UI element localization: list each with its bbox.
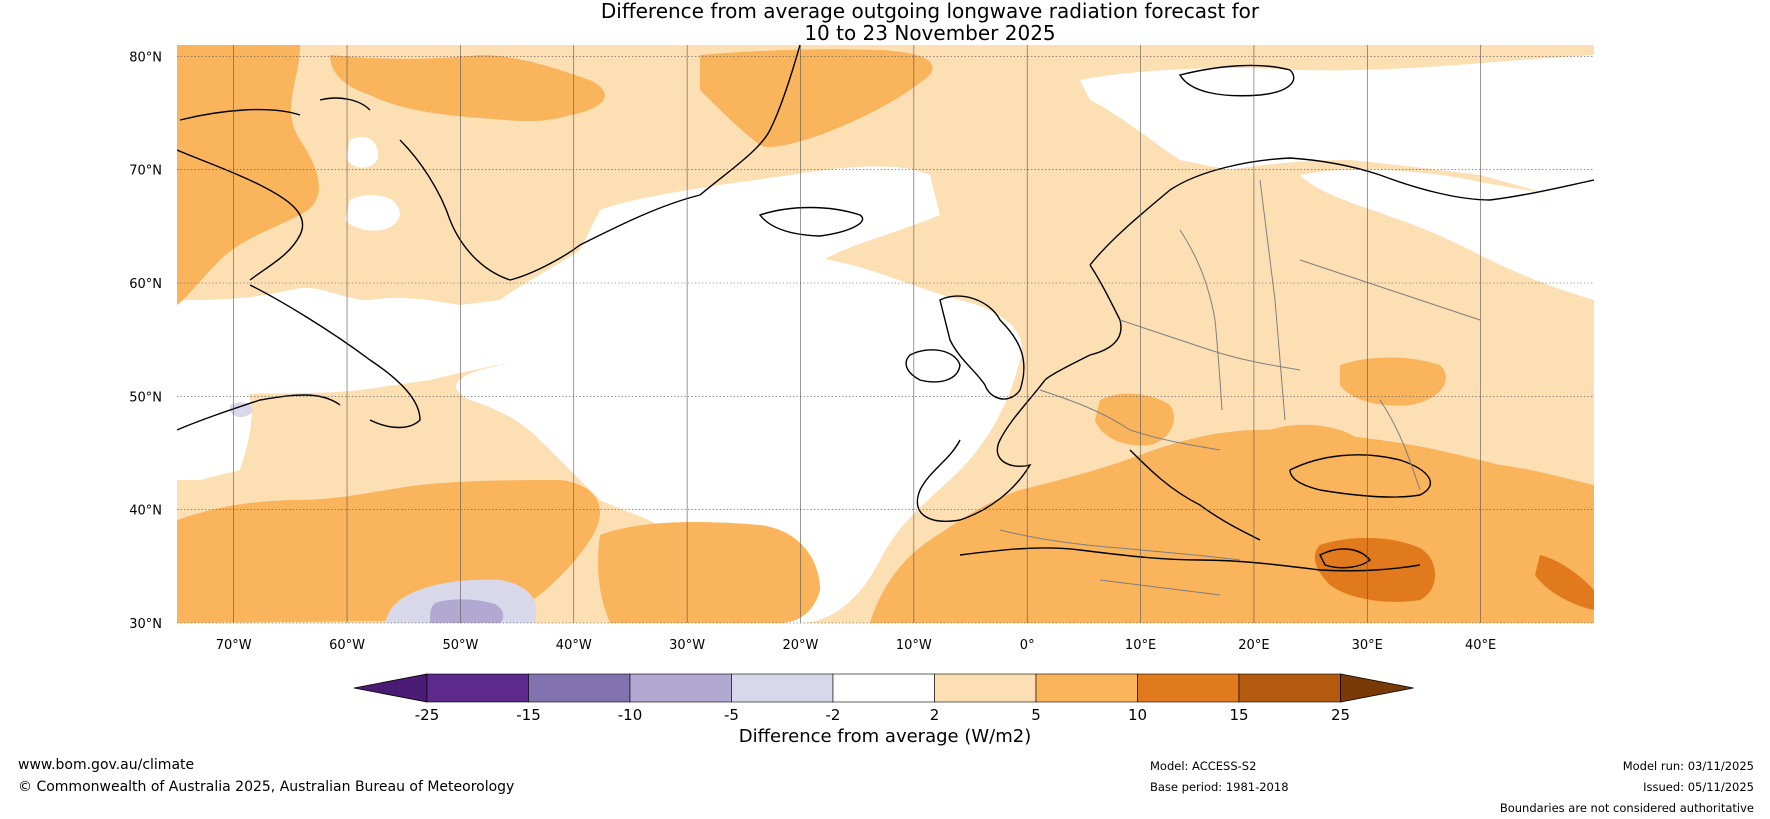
- colorbar-tick-label: 15: [1229, 706, 1248, 724]
- colorbar-extend-low: [353, 673, 428, 703]
- anomaly-band-neg10-neg5: [430, 599, 504, 623]
- colorbar: -25 -15 -10 -5 -2 2 5 10 15 25: [353, 673, 1414, 724]
- lon-tick-label: 60°W: [329, 638, 365, 653]
- footer-model-info: Model: ACCESS-S2 Base period: 1981-2018: [1150, 756, 1289, 798]
- colorbar-tick-label: -10: [618, 706, 643, 724]
- colorbar-tick-label: 10: [1128, 706, 1147, 724]
- colorbar-extend-high: [1340, 673, 1414, 703]
- lon-tick-label: 40°E: [1465, 638, 1496, 653]
- colorbar-tick-label: -5: [724, 706, 739, 724]
- lon-tick-label: 40°W: [556, 638, 592, 653]
- colorbar-swatch: [1238, 673, 1341, 703]
- footer-disclaimer: Boundaries are not considered authoritat…: [1499, 801, 1754, 815]
- footer-issued: Issued: 05/11/2025: [1643, 780, 1754, 794]
- colorbar-tick-label: -25: [415, 706, 440, 724]
- colorbar-swatch: [528, 673, 631, 703]
- footer-base-period: Base period: 1981-2018: [1150, 780, 1289, 794]
- colorbar-tick-label: -15: [516, 706, 541, 724]
- lon-tick-label: 70°W: [216, 638, 252, 653]
- lat-tick-label: 60°N: [129, 277, 162, 292]
- footer-model-run: Model run: 03/11/2025: [1622, 759, 1754, 773]
- colorbar-tick-label: 25: [1331, 706, 1350, 724]
- title-line-2: 10 to 23 November 2025: [804, 21, 1056, 45]
- colorbar-swatch: [934, 673, 1037, 703]
- lon-tick-label: 20°W: [783, 638, 819, 653]
- chart-title: Difference from average outgoing longwav…: [0, 0, 1770, 44]
- lon-tick-label: 50°W: [442, 638, 478, 653]
- colorbar-title: Difference from average (W/m2): [738, 726, 1032, 747]
- country-borders: [999, 179, 1481, 596]
- colorbar-swatch: [832, 673, 935, 703]
- coastlines: [177, 45, 1594, 572]
- lat-tick-label: 80°N: [129, 50, 162, 65]
- lon-tick-label: 0°: [1020, 638, 1035, 653]
- title-line-1: Difference from average outgoing longwav…: [600, 0, 1260, 23]
- lon-tick-label: 10°W: [896, 638, 932, 653]
- colorbar-swatch: [731, 673, 834, 703]
- lon-tick-label: 10°E: [1125, 638, 1156, 653]
- colorbar-swatch: [426, 673, 529, 703]
- lat-tick-label: 30°N: [129, 617, 162, 632]
- axis-labels: 70°W 60°W 50°W 40°W 30°W 20°W 10°W 0° 10°E 20°E 30…: [129, 50, 1496, 653]
- footer-copyright: © Commonwealth of Australia 2025, Austra…: [18, 779, 515, 795]
- colorbar-swatch: [1035, 673, 1138, 703]
- footer-model: Model: ACCESS-S2: [1150, 759, 1257, 773]
- lat-tick-label: 50°N: [129, 390, 162, 405]
- lon-tick-label: 30°E: [1352, 638, 1383, 653]
- footer-left: www.bom.gov.au/climate © Commonwealth of…: [18, 754, 514, 798]
- lon-tick-label: 20°E: [1238, 638, 1269, 653]
- map-field: [177, 45, 1594, 623]
- lon-tick-label: 30°W: [669, 638, 705, 653]
- colorbar-swatch: [1137, 673, 1240, 703]
- colorbar-tick-label: 5: [1031, 706, 1041, 724]
- colorbar-tick-label: -2: [826, 706, 841, 724]
- colorbar-tick-label: 2: [930, 706, 940, 724]
- lat-tick-label: 70°N: [129, 164, 162, 179]
- footer-run-info: Model run: 03/11/2025 Issued: 05/11/2025…: [1500, 756, 1754, 819]
- lat-tick-label: 40°N: [129, 504, 162, 519]
- colorbar-swatch: [629, 673, 732, 703]
- gridlines: [177, 45, 1594, 624]
- footer-url[interactable]: www.bom.gov.au/climate: [18, 757, 195, 773]
